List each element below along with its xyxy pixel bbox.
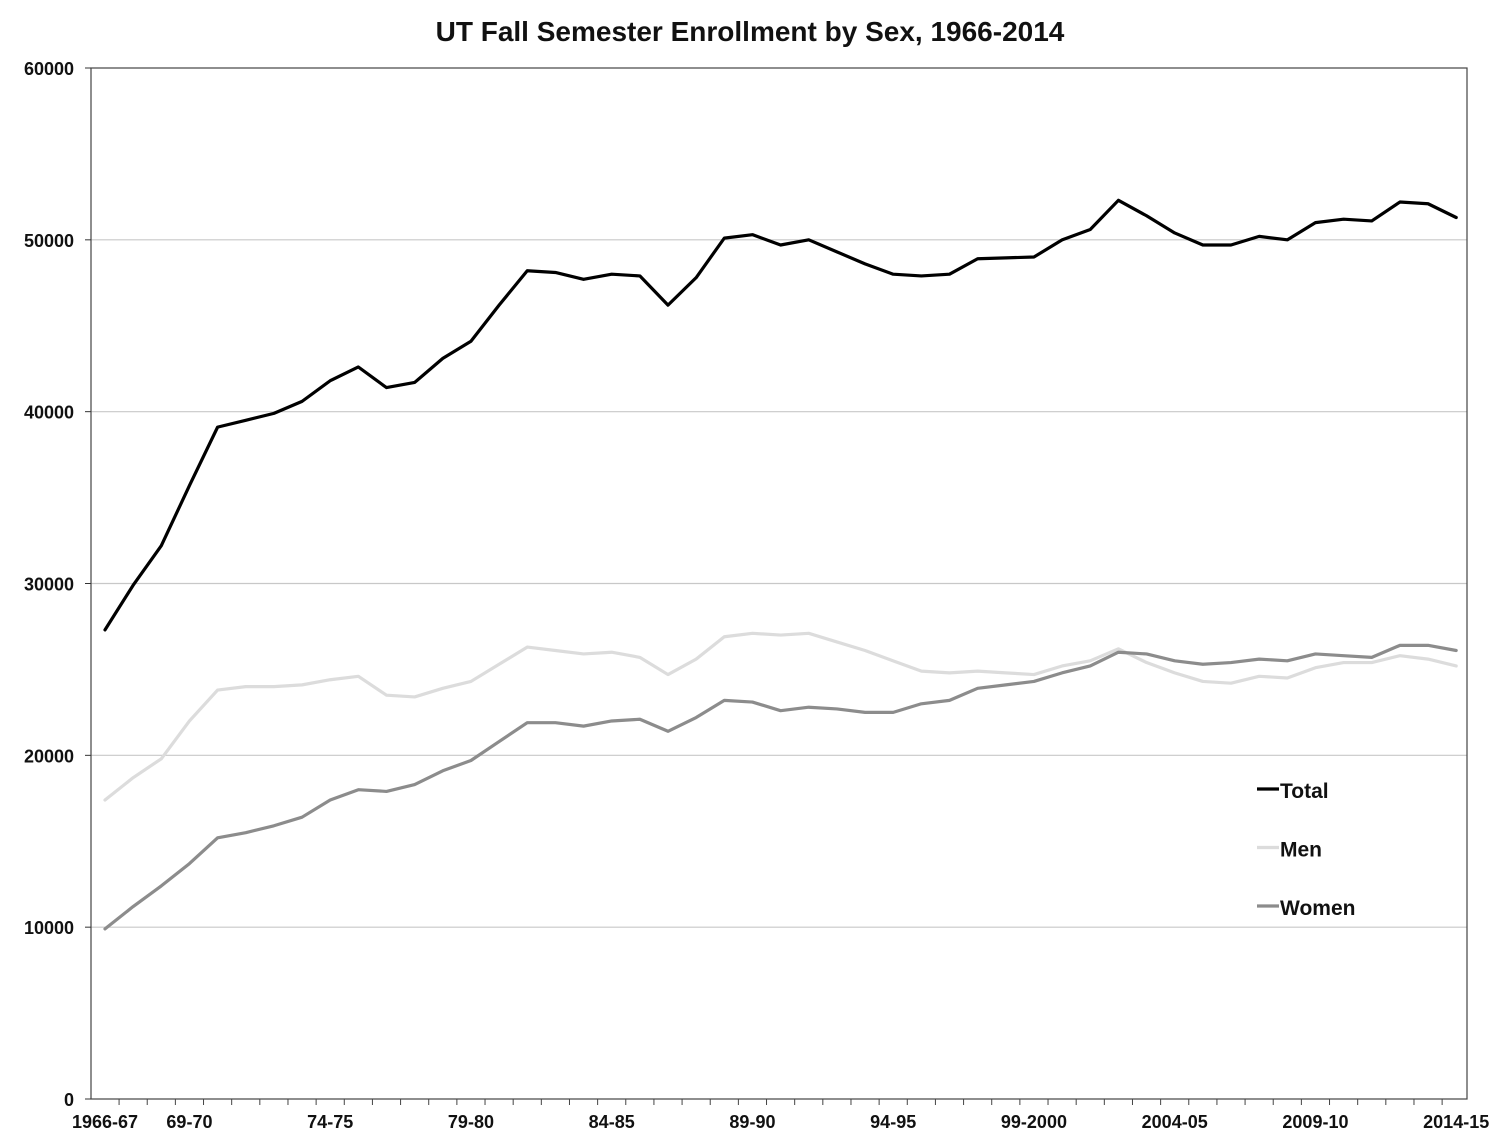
- grid-lines: [90, 67, 1468, 1100]
- y-tick-label: 0: [64, 1090, 74, 1110]
- legend-label-women: Women: [1280, 897, 1355, 920]
- y-tick-label: 30000: [24, 575, 74, 595]
- legend-label-men: Men: [1280, 839, 1322, 862]
- y-tick-label: 20000: [24, 746, 74, 766]
- y-tick-label: 50000: [24, 231, 74, 251]
- series-line-men: [103, 631, 1458, 802]
- series-line-women: [103, 643, 1458, 931]
- x-axis-ticks: 1966-67 69-70 74-75 79-80 84-85 89-90 94-95 99-…: [72, 1099, 1489, 1132]
- x-tick-label: 99-2000: [1001, 1112, 1067, 1132]
- x-tick-label: 2009-10: [1282, 1112, 1348, 1132]
- x-tick-label: 69-70: [166, 1112, 212, 1132]
- x-tick-label: 74-75: [307, 1112, 353, 1132]
- x-tick-label: 94-95: [870, 1112, 916, 1132]
- x-tick-label: 2004-05: [1142, 1112, 1208, 1132]
- chart-title: UT Fall Semester Enrollment by Sex, 1966…: [436, 16, 1065, 47]
- x-tick-label: 79-80: [448, 1112, 494, 1132]
- y-tick-label: 10000: [24, 918, 74, 938]
- x-tick-label: 1966-67: [72, 1112, 138, 1132]
- x-tick-label: 2014-15: [1423, 1112, 1489, 1132]
- y-axis-ticks: 0 10000 20000 30000 40000 50000 60000: [24, 59, 91, 1110]
- y-tick-label: 60000: [24, 59, 74, 79]
- series-lines: [103, 198, 1458, 931]
- y-tick-label: 40000: [24, 403, 74, 423]
- legend-label-total: Total: [1280, 780, 1329, 803]
- legend: Total Men Women: [1257, 780, 1355, 920]
- x-tick-label: 84-85: [589, 1112, 635, 1132]
- x-tick-label: 89-90: [729, 1112, 775, 1132]
- series-line-total: [103, 198, 1458, 632]
